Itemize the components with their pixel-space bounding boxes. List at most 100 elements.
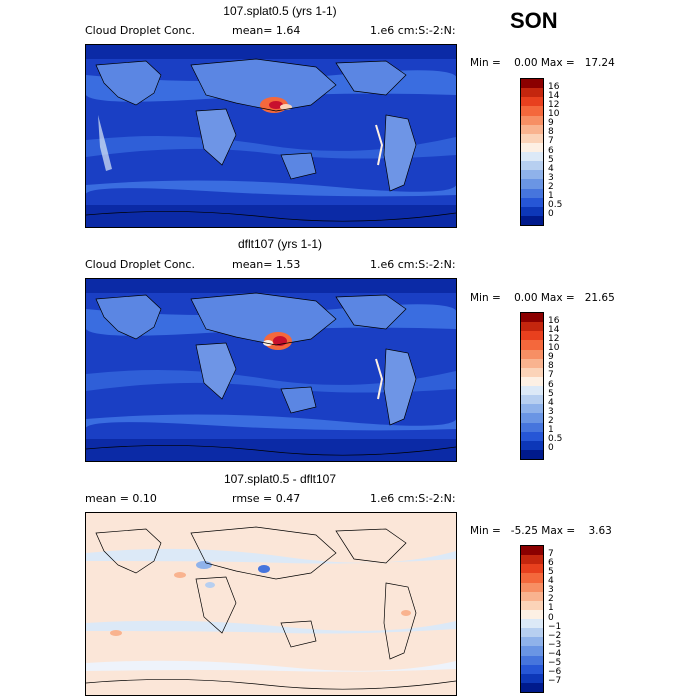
colorbar-label: 8 xyxy=(548,361,554,372)
colorbar-label: 3 xyxy=(548,406,554,417)
colorbar-swatch xyxy=(521,682,543,692)
colorbar-swatch xyxy=(521,422,543,432)
colorbar-label: 0 xyxy=(548,612,554,623)
colorbar-label: 4 xyxy=(548,576,554,586)
panel1-title: 107.splat0.5 (yrs 1-1) xyxy=(223,4,337,18)
colorbar-swatch xyxy=(521,655,543,665)
panel2-units: 1.e6 cm:S:-2:N: xyxy=(370,258,456,271)
panel1-colorbar xyxy=(520,78,544,226)
panel1-map xyxy=(85,44,457,228)
colorbar-swatch xyxy=(521,440,543,450)
colorbar-label: 6 xyxy=(548,379,554,390)
colorbar-swatch xyxy=(521,404,543,414)
colorbar-swatch xyxy=(521,582,543,592)
colorbar-label: 4 xyxy=(548,163,554,174)
panel3-title: 107.splat0.5 - dflt107 xyxy=(223,472,337,486)
colorbar-swatch xyxy=(521,573,543,583)
colorbar-swatch xyxy=(521,546,543,556)
colorbar-swatch xyxy=(521,395,543,405)
colorbar-label: 1 xyxy=(548,425,554,436)
colorbar-swatch xyxy=(521,152,543,162)
colorbar-swatch xyxy=(521,637,543,647)
colorbar-swatch xyxy=(521,331,543,341)
colorbar-swatch xyxy=(521,115,543,125)
colorbar-swatch xyxy=(521,197,543,207)
colorbar-label: 0.5 xyxy=(548,434,563,445)
colorbar-label: 1 xyxy=(548,191,554,202)
colorbar-swatch xyxy=(521,215,543,225)
colorbar-label: −5 xyxy=(548,658,562,669)
colorbar-swatch xyxy=(521,179,543,189)
panel2-mean: mean= 1.53 xyxy=(232,258,301,271)
colorbar-label: 10 xyxy=(548,343,560,353)
colorbar-swatch xyxy=(521,188,543,198)
colorbar-label: 5 xyxy=(548,388,554,399)
colorbar-label: −1 xyxy=(548,621,562,632)
colorbar-label: −6 xyxy=(548,667,562,678)
colorbar-swatch xyxy=(521,170,543,180)
panel2-variable-label: Cloud Droplet Conc. xyxy=(85,258,195,271)
panel1-variable-label: Cloud Droplet Conc. xyxy=(85,24,195,37)
panel3-minmax: Min = -5.25 Max = 3.63 xyxy=(470,525,612,537)
panel1-colorbar-labels: 16 14 12 10 9 8 7 6 5 4 3 2 1 0.5 0 xyxy=(548,78,588,224)
colorbar-label: 14 xyxy=(548,90,560,101)
colorbar-label: 8 xyxy=(548,127,554,138)
colorbar-label: 6 xyxy=(548,145,554,156)
colorbar-label: 3 xyxy=(548,172,554,183)
colorbar-swatch xyxy=(521,340,543,350)
colorbar-swatch xyxy=(521,431,543,441)
colorbar-swatch xyxy=(521,564,543,574)
colorbar-label: 12 xyxy=(548,333,560,344)
colorbar-swatch xyxy=(521,142,543,152)
panel1-minmax: Min = 0.00 Max = 17.24 xyxy=(470,57,615,69)
colorbar-label: 7 xyxy=(548,136,554,147)
colorbar-swatch xyxy=(521,413,543,423)
colorbar-swatch xyxy=(521,349,543,359)
panel2-colorbar xyxy=(520,312,544,460)
colorbar-label: 2 xyxy=(548,182,554,192)
colorbar-label: 0 xyxy=(548,443,554,454)
colorbar-swatch xyxy=(521,106,543,116)
colorbar-label: 14 xyxy=(548,324,560,335)
panel3-map xyxy=(85,512,457,696)
colorbar-swatch xyxy=(521,628,543,638)
colorbar-swatch xyxy=(521,376,543,386)
panel2-map xyxy=(85,278,457,462)
colorbar-swatch xyxy=(521,124,543,134)
colorbar-label: 16 xyxy=(548,315,560,326)
colorbar-swatch xyxy=(521,322,543,332)
colorbar-swatch xyxy=(521,206,543,216)
colorbar-label: 16 xyxy=(548,81,560,92)
colorbar-label: −3 xyxy=(548,639,562,650)
colorbar-label: 0.5 xyxy=(548,200,563,211)
colorbar-label: 5 xyxy=(548,154,554,165)
colorbar-swatch xyxy=(521,449,543,459)
panel2-title: dflt107 (yrs 1-1) xyxy=(237,237,323,251)
colorbar-label: 5 xyxy=(548,566,554,577)
panel3-colorbar xyxy=(520,545,544,693)
colorbar-label: 0 xyxy=(548,209,554,220)
colorbar-swatch xyxy=(521,673,543,683)
colorbar-swatch xyxy=(521,79,543,89)
colorbar-label: 3 xyxy=(548,585,554,596)
colorbar-swatch xyxy=(521,609,543,619)
colorbar-label: 7 xyxy=(548,548,554,559)
colorbar-label: 12 xyxy=(548,99,560,110)
panel1-mean: mean= 1.64 xyxy=(232,24,301,37)
colorbar-label: 9 xyxy=(548,118,554,129)
colorbar-label: 4 xyxy=(548,397,554,408)
colorbar-swatch xyxy=(521,367,543,377)
panel3-mean: mean = 0.10 xyxy=(85,492,157,505)
colorbar-label: 10 xyxy=(548,109,560,119)
colorbar-swatch xyxy=(521,619,543,629)
panel3-rmse: rmse = 0.47 xyxy=(232,492,301,505)
colorbar-label: 2 xyxy=(548,594,554,605)
colorbar-label: −4 xyxy=(548,649,562,659)
colorbar-label: −2 xyxy=(548,630,562,641)
colorbar-label: 7 xyxy=(548,370,554,381)
panel2-colorbar-labels: 16 14 12 10 9 8 7 6 5 4 3 2 1 0.5 0 xyxy=(548,312,588,458)
colorbar-label: 1 xyxy=(548,603,554,614)
colorbar-swatch xyxy=(521,133,543,143)
panel2-minmax: Min = 0.00 Max = 21.65 xyxy=(470,292,615,304)
colorbar-swatch xyxy=(521,313,543,323)
